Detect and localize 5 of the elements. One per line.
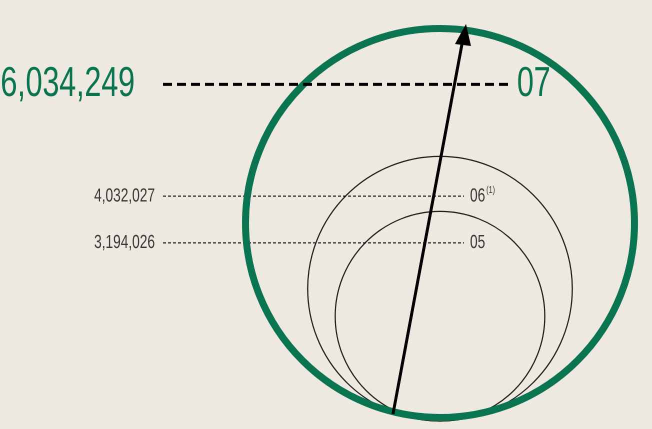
data-label: 6,034,249: [0, 58, 135, 106]
category-label: 07: [517, 58, 551, 106]
data-label: 4,032,027: [94, 184, 155, 206]
data-label: 3,194,026: [94, 230, 155, 253]
category-label: 05: [470, 230, 486, 253]
